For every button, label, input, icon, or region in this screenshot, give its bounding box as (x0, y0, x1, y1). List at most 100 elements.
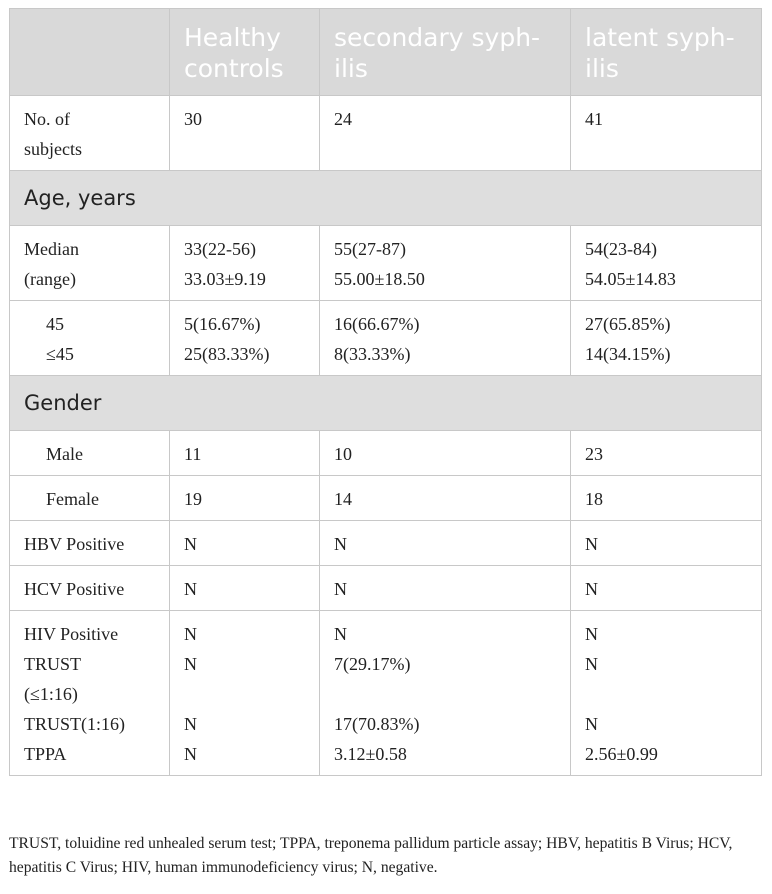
row-label-line: 45 (46, 314, 64, 334)
table-cell: 30 (169, 95, 320, 171)
table-cell: N (169, 565, 320, 611)
table-row: Female 19 14 18 (9, 475, 762, 521)
cell-value-line: 10 (334, 444, 352, 464)
table-cell: 10 (319, 430, 571, 476)
table-cell: 41 (570, 95, 762, 171)
cell-value-line: 54(23-84) (585, 239, 657, 259)
row-label-cell: Female (9, 475, 170, 521)
cell-value-line: 16(66.67%) (334, 314, 420, 334)
cell-value-line: N (585, 624, 598, 644)
cell-value-line: N (184, 714, 197, 734)
header-text-line: secondary syph- (334, 23, 541, 52)
section-row: Gender (9, 375, 762, 431)
cell-value-line: 8(33.33%) (334, 344, 411, 364)
row-label-cell: HIV Positive TRUST (≤1:16) TRUST(1:16) TPPA (9, 610, 170, 776)
row-label-line: Median (24, 239, 79, 259)
data-table: Healthy controls secondary syph-ilis latent… (9, 8, 762, 776)
cell-value-line: N (184, 579, 197, 599)
table-cell: N (319, 565, 571, 611)
header-cell: Healthy controls (169, 8, 320, 96)
row-label-line: subjects (24, 139, 82, 159)
data-table-container: Healthy controls secondary syph-ilis latent… (9, 8, 762, 776)
table-cell: N 7(29.17%) 17(70.83%) 3.12±0.58 (319, 610, 571, 776)
table-cell: N (570, 565, 762, 611)
table-row: No. of subjects 30 24 41 (9, 95, 762, 171)
row-label-line: TPPA (24, 744, 67, 764)
row-label-line: (≤1:16) (24, 684, 78, 704)
table-row: Median (range) 33(22-56) 33.03±9.19 55(27-87… (9, 225, 762, 301)
cell-value-line: N (184, 624, 197, 644)
cell-value-line: 7(29.17%) (334, 654, 411, 674)
cell-value-line: N (585, 579, 598, 599)
row-label-line: Female (46, 489, 99, 509)
cell-value-line: 25(83.33%) (184, 344, 270, 364)
table-cell: 24 (319, 95, 571, 171)
cell-value-line: N (334, 624, 347, 644)
row-label-line: TRUST (24, 654, 82, 674)
table-row: 45 ≤45 5(16.67%) 25(83.33%) 16(66.67%) 8(33.3… (9, 300, 762, 376)
cell-value-line: 5(16.67%) (184, 314, 261, 334)
cell-value-line: N (184, 744, 197, 764)
cell-value-line: N (184, 654, 197, 674)
cell-value-line: 14 (334, 489, 352, 509)
header-cell-blank (9, 8, 170, 96)
header-cell: secondary syph-ilis (319, 8, 571, 96)
cell-value-line: 33(22-56) (184, 239, 256, 259)
header-text-line: ilis (334, 54, 368, 83)
table-cell: 5(16.67%) 25(83.33%) (169, 300, 320, 376)
table-cell: 54(23-84) 54.05±14.83 (570, 225, 762, 301)
row-label-line: HIV Positive (24, 624, 119, 644)
section-label: Age, years (9, 170, 762, 226)
table-cell: N (169, 520, 320, 566)
cell-value-line: 2.56±0.99 (585, 744, 658, 764)
cell-value-line: 33.03±9.19 (184, 269, 266, 289)
row-label-cell: Median (range) (9, 225, 170, 301)
cell-value-line: 27(65.85%) (585, 314, 671, 334)
table-cell: 55(27-87) 55.00±18.50 (319, 225, 571, 301)
cell-value-line: N (585, 714, 598, 734)
table-cell: N (319, 520, 571, 566)
row-label-line: ≤45 (46, 344, 74, 364)
table-cell: 23 (570, 430, 762, 476)
cell-value-line: N (585, 654, 598, 674)
cell-value-line: 17(70.83%) (334, 714, 420, 734)
row-label-line: TRUST(1:16) (24, 714, 125, 734)
section-label: Gender (9, 375, 762, 431)
header-text-line: controls (184, 54, 284, 83)
row-label-cell: Male (9, 430, 170, 476)
cell-value-line: 24 (334, 109, 352, 129)
table-cell: N (570, 520, 762, 566)
header-text-line: latent syph- (585, 23, 735, 52)
table-cell: 19 (169, 475, 320, 521)
row-label-line: No. of (24, 109, 70, 129)
table-cell: 18 (570, 475, 762, 521)
cell-value-line: N (334, 579, 347, 599)
row-label-cell: 45 ≤45 (9, 300, 170, 376)
row-label-line: Male (46, 444, 83, 464)
row-label-cell: No. of subjects (9, 95, 170, 171)
cell-value-line: 23 (585, 444, 603, 464)
row-label-line: HBV Positive (24, 534, 125, 554)
row-label-cell: HCV Positive (9, 565, 170, 611)
table-row: HBV Positive N N N (9, 520, 762, 566)
cell-value-line: N (585, 534, 598, 554)
table-cell: 11 (169, 430, 320, 476)
header-text-line: Healthy (184, 23, 281, 52)
row-label-cell: HBV Positive (9, 520, 170, 566)
cell-value-line: 11 (184, 444, 202, 464)
cell-value-line: 3.12±0.58 (334, 744, 407, 764)
cell-value-line (184, 679, 307, 709)
table-row: HCV Positive N N N (9, 565, 762, 611)
header-text-line: ilis (585, 54, 619, 83)
cell-value-line: 41 (585, 109, 603, 129)
cell-value-line: 30 (184, 109, 202, 129)
table-row: Male 11 10 23 (9, 430, 762, 476)
cell-value-line: N (334, 534, 347, 554)
cell-value-line: 55.00±18.50 (334, 269, 425, 289)
table-footnote: TRUST, toluidine red unhealed serum test… (9, 835, 733, 876)
table-cell: 27(65.85%) 14(34.15%) (570, 300, 762, 376)
cell-value-line: 14(34.15%) (585, 344, 671, 364)
header-cell: latent syph-ilis (570, 8, 762, 96)
row-label-line: (range) (24, 269, 76, 289)
